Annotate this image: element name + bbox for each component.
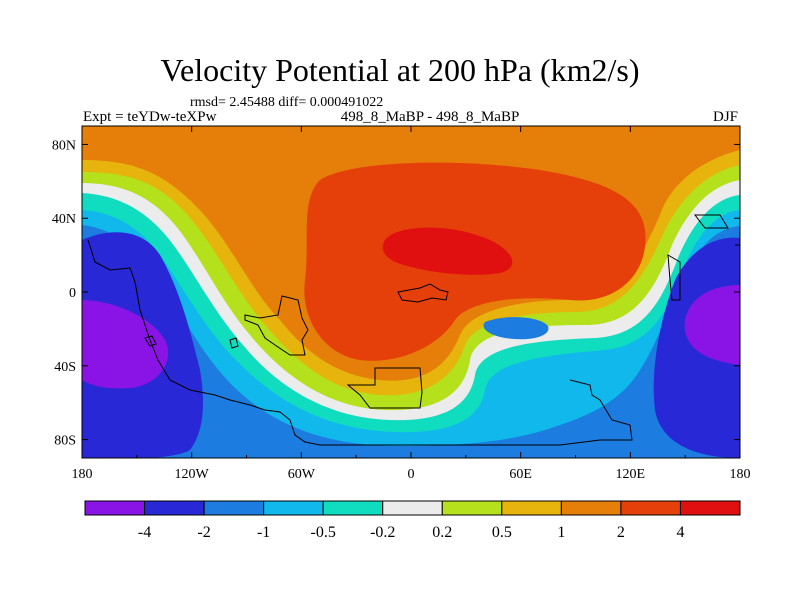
colorbar-swatch [322,500,384,516]
x-tick-label: 180 [72,467,93,482]
coastline-central-america [244,295,309,356]
contour-band-minus1-to-minus0.5 [82,210,740,458]
coastline-arabia [397,283,449,303]
colorbar-label: 0.5 [492,524,512,541]
colorbar-swatch [382,500,443,516]
colorbar-label: -1 [257,524,270,541]
coastline-pacific-island [229,337,239,349]
coastline-outlines [87,214,740,446]
season-label: DJF [712,109,738,125]
case-label: 498_8_MaBP - 498_8_MaBP [340,109,520,125]
colorbar-label: 0.2 [432,524,452,541]
colorbar-label: 1 [557,524,565,541]
contour-band-minus2-to-minus1 [82,225,740,458]
y-tick-label: 80N [52,138,76,153]
colorbar-swatch [144,500,205,516]
x-tick-label: 120E [616,467,646,482]
x-tick-label: 120W [175,467,210,482]
colorbar-swatch [560,500,622,516]
coastline-north-pacific-islands [693,214,729,229]
contour-band-above-4 [382,227,513,275]
x-tick-label: 0 [408,467,415,482]
colorbar-label: 2 [617,524,625,541]
contour-band-below-minus4-east [684,285,740,365]
contour-band-below-minus4-west [82,300,169,389]
colorbar-swatch [203,500,265,516]
y-tick-label: 40S [54,360,76,375]
coastline-americas [87,239,633,446]
colorbar: -4 -2 -1 -0.5 -0.2 0.2 0.5 1 2 4 [84,500,741,541]
colorbar-label: -2 [197,524,210,541]
colorbar-swatch [679,500,741,516]
coastline-east-asia [667,254,681,301]
x-tick-label: 60E [509,467,532,482]
y-tick-label: 80S [54,434,76,449]
colorbar-swatch [441,500,503,516]
rmsd-diff-label: rmsd= 2.45488 diff= 0.000491022 [190,95,384,110]
contour-map [82,126,740,458]
colorbar-label: 4 [676,524,684,541]
contour-band-minus2-pocket [483,317,549,340]
coastline-africa [346,367,423,409]
experiment-label: Expt = teYDw-teXPw [83,109,217,125]
colorbar-label: -0.2 [370,524,395,541]
x-tick-label: 60W [288,467,316,482]
chart-title: Velocity Potential at 200 hPa (km2/s) [160,52,640,88]
x-axis: 180 120W 60W 0 60E 120E 180 [72,126,751,482]
coastline-hawaii [144,335,157,347]
y-tick-label: 0 [69,286,76,301]
y-axis: 80N 40N 0 40S 80S [52,138,740,449]
colorbar-label: -4 [138,524,151,541]
colorbar-swatch [263,500,324,516]
colorbar-label: -0.5 [311,524,336,541]
colorbar-swatch [501,500,562,516]
y-tick-label: 40N [52,212,76,227]
colorbar-swatch [620,500,681,516]
colorbar-swatch [84,500,146,516]
x-tick-label: 180 [730,467,751,482]
